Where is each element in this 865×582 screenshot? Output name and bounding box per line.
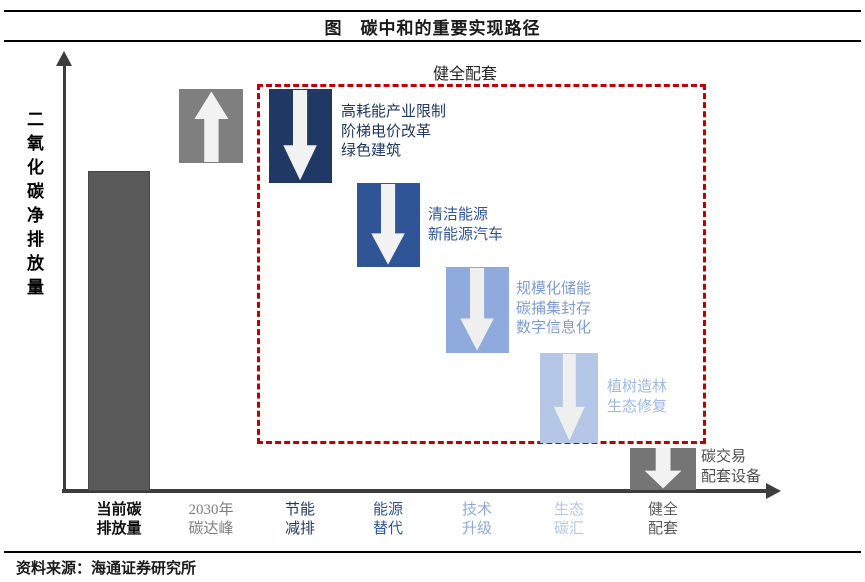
x-label-energy-substitution: 能源 替代 [372,502,403,537]
bar-supporting-measures [630,448,696,490]
y-axis [63,64,66,492]
annotation-energy-substitution: 清洁能源 新能源汽车 [428,207,504,243]
policy-dashed-box [257,84,706,444]
bar-current-emissions [88,171,150,491]
x-axis [62,489,768,493]
y-axis-arrowhead-icon [56,51,72,66]
x-label-supporting-measures: 健全 配套 [647,502,678,537]
bar-2030-carbon-peak [179,89,243,163]
top-rule [4,10,861,12]
annotation-tech-upgrade: 规模化储能 碳捕集封存 数字信息化 [516,281,592,336]
x-axis-arrowhead-icon [766,483,781,499]
bar-eco-carbon-sink [540,353,598,443]
title-bottom-rule [4,40,861,42]
x-label-2030-carbon-peak: 2030年 碳达峰 [188,502,234,537]
y-axis-label: 二氧化碳净排放量 [24,110,43,302]
policy-box-label: 健全配套 [432,66,497,83]
annotation-eco-carbon-sink: 植树造林 生态修复 [607,379,668,415]
up-arrow-icon [193,91,229,163]
annotation-energy-saving: 高耗能产业限制 阶梯电价改革 绿色建筑 [341,104,447,159]
x-label-tech-upgrade: 技术 升级 [461,502,492,537]
down-arrow-icon [371,183,406,265]
bar-tech-upgrade [446,267,509,353]
page-title: 图 碳中和的重要实现路径 [324,19,541,38]
annotation-supporting-measures: 碳交易 配套设备 [701,449,762,485]
x-label-eco-carbon-sink: 生态 碳汇 [553,502,584,537]
bar-energy-substitution [357,183,420,267]
x-label-current-emissions: 当前碳 排放量 [96,502,142,537]
source-note: 资料来源：海通证券研究所 [16,561,197,577]
down-arrow-icon [283,89,318,181]
x-label-energy-saving: 节能 减排 [284,502,315,537]
footer-rule [4,551,861,553]
down-arrow-icon [644,448,682,489]
down-arrow-icon [553,353,585,441]
bar-energy-saving [269,89,332,183]
down-arrow-icon [460,267,495,351]
